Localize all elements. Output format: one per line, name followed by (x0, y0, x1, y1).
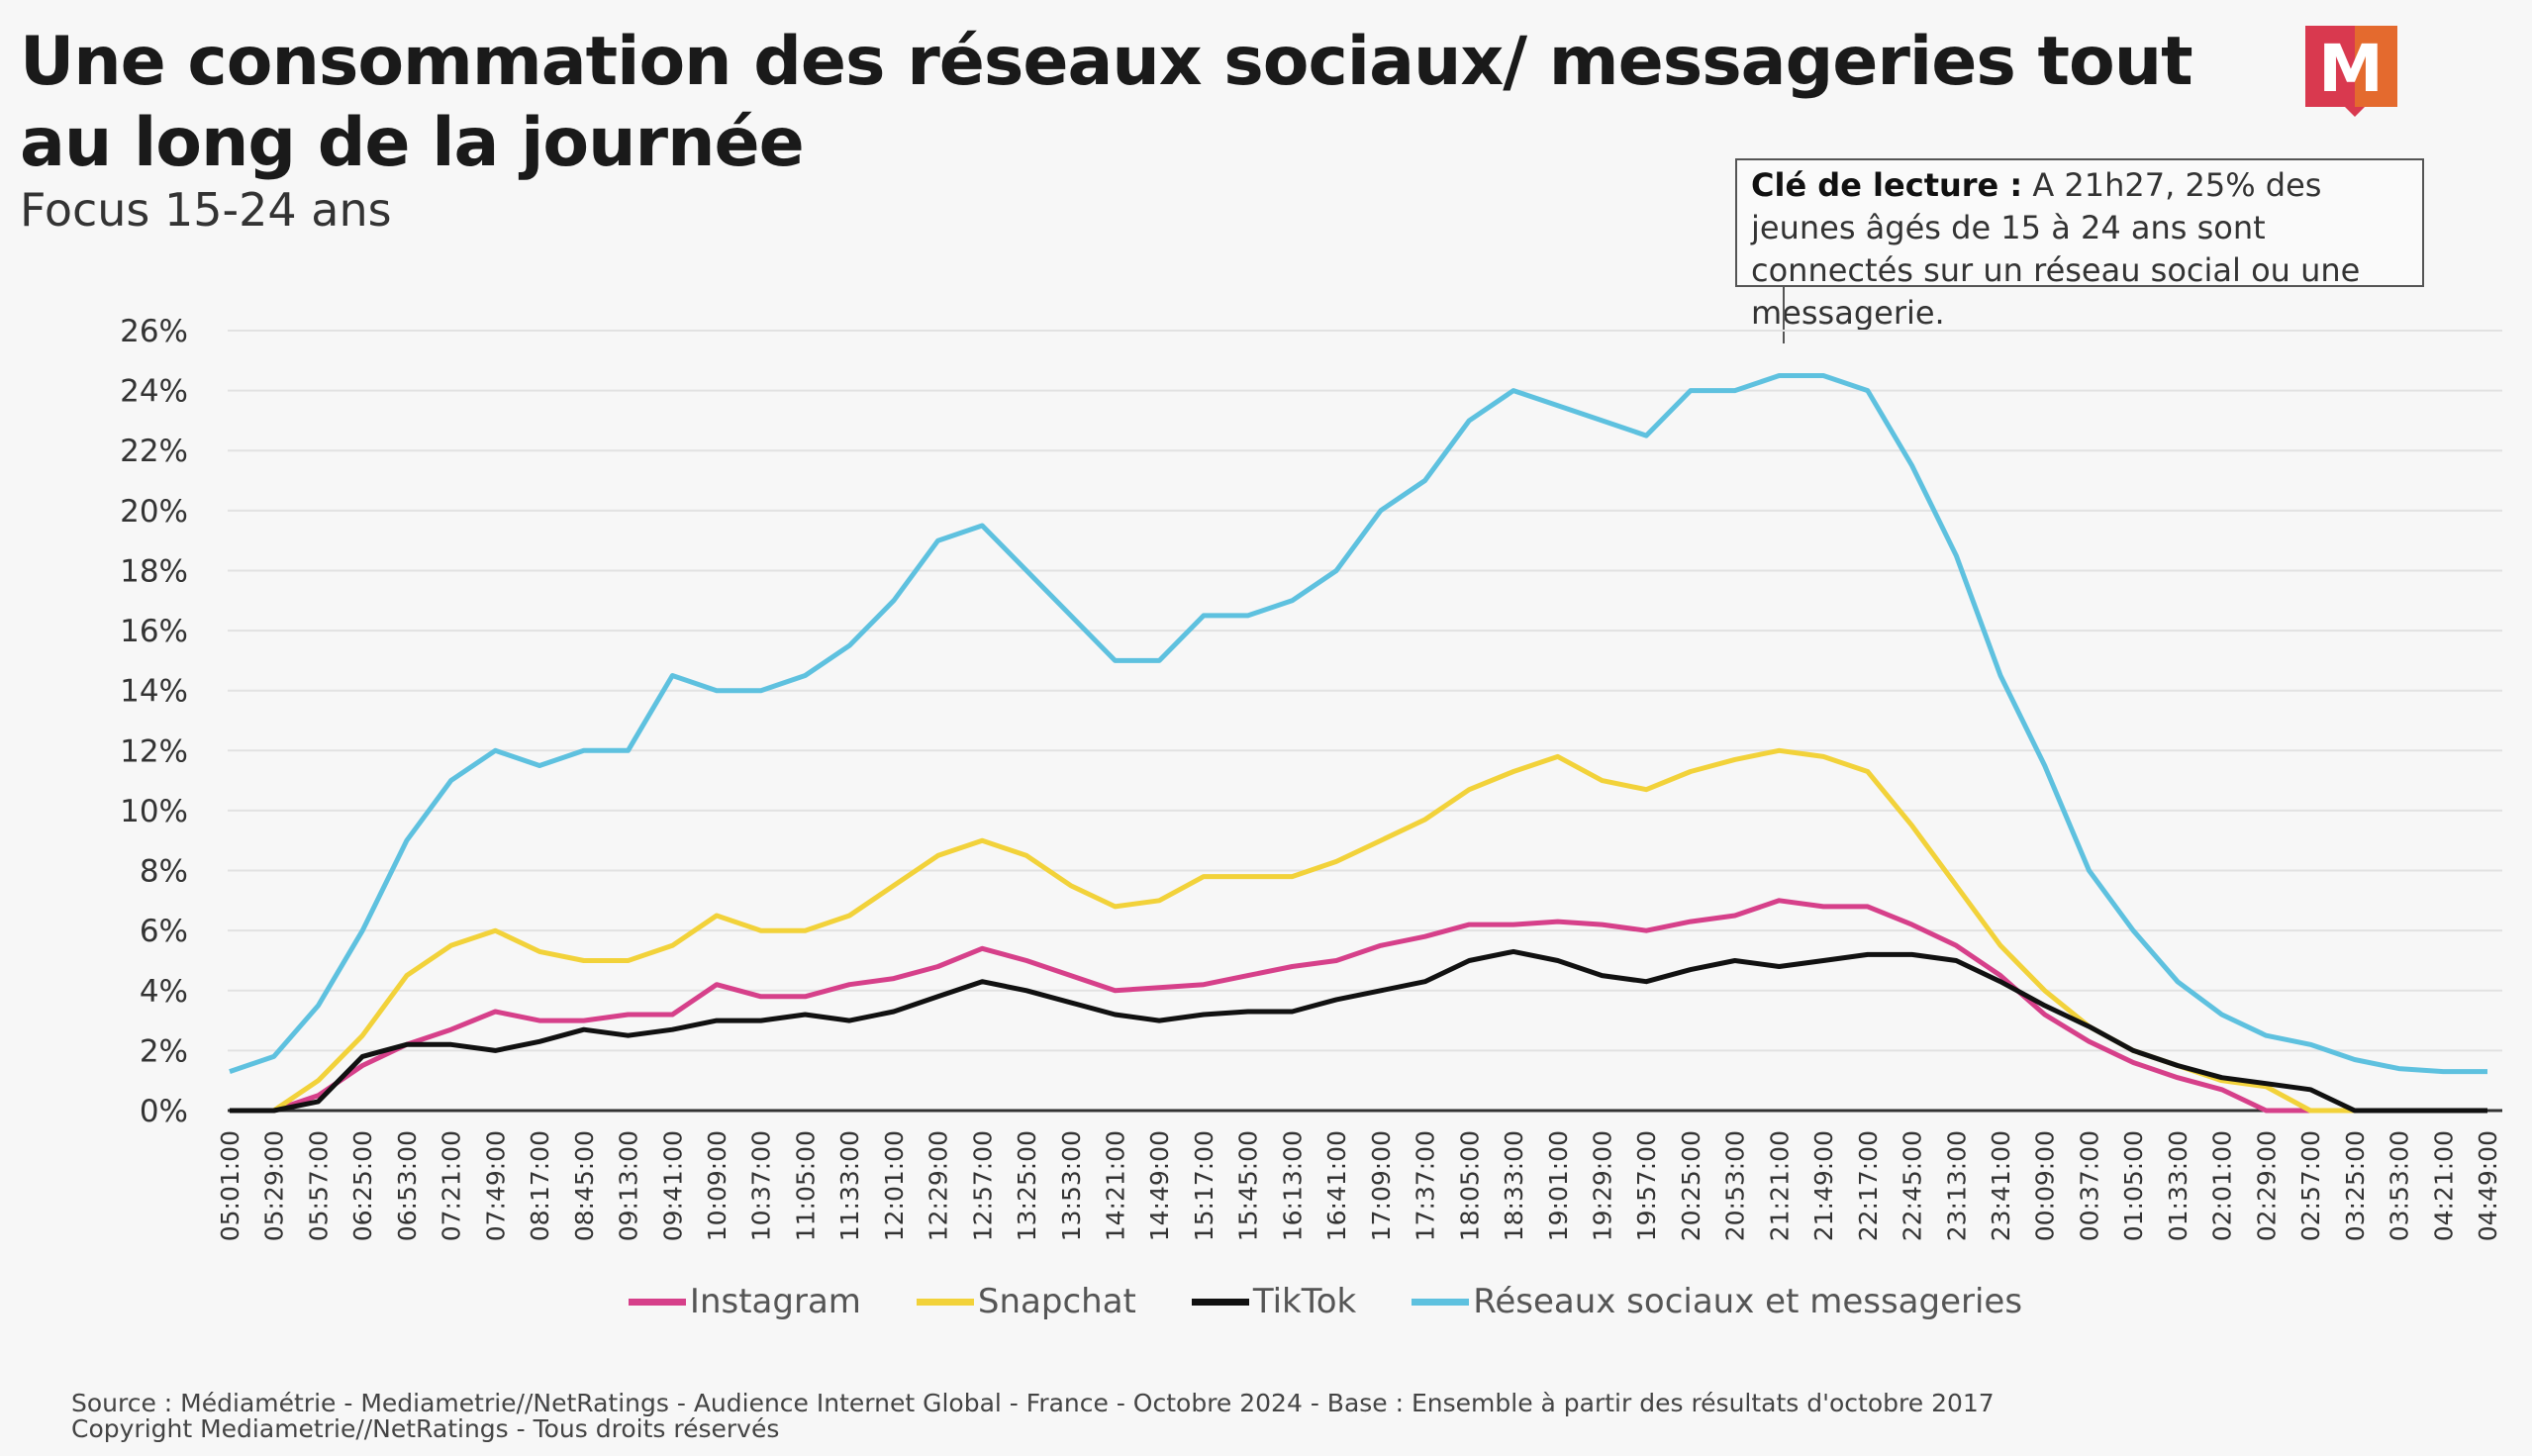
series-line-tiktok (230, 948, 2487, 1114)
x-tick-label: 00:09:00 (2031, 1130, 2060, 1241)
x-tick-label: 17:37:00 (1412, 1130, 1440, 1241)
legend-item-reseaux[interactable]: Réseaux sociaux et messageries (1412, 1282, 2022, 1321)
x-tick-label: 15:45:00 (1234, 1130, 1263, 1241)
x-tick-label: 20:53:00 (1721, 1130, 1750, 1241)
x-tick-label: 23:13:00 (1942, 1130, 1971, 1241)
x-tick-label: 16:13:00 (1278, 1130, 1307, 1241)
legend-item-snapchat[interactable]: Snapchat (916, 1282, 1136, 1321)
x-tick-label: 01:33:00 (2164, 1130, 2192, 1241)
x-tick-label: 05:57:00 (304, 1130, 333, 1241)
y-tick-label: 20% (120, 494, 188, 530)
reading-key-callout: Clé de lecture : A 21h27, 25% des jeunes… (1735, 158, 2424, 332)
page-subtitle: Focus 15-24 ans (20, 183, 392, 237)
x-tick-label: 14:21:00 (1102, 1130, 1130, 1241)
x-tick-label: 12:29:00 (925, 1130, 953, 1241)
callout-label: Clé de lecture : (1751, 166, 2023, 204)
x-tick-label: 17:09:00 (1367, 1130, 1396, 1241)
legend-swatch (1412, 1298, 1470, 1306)
x-tick-label: 07:49:00 (481, 1130, 510, 1241)
x-tick-label: 22:17:00 (1854, 1130, 1883, 1241)
x-tick-label: 09:13:00 (615, 1130, 643, 1241)
page-title: Une consommation des réseaux sociaux/ me… (20, 23, 2193, 182)
x-tick-label: 08:17:00 (526, 1130, 554, 1241)
legend: Instagram Snapchat TikTok Réseaux sociau… (0, 1282, 2532, 1321)
x-tick-label: 13:25:00 (1013, 1130, 1041, 1241)
x-tick-label: 04:21:00 (2429, 1130, 2458, 1241)
legend-label: Instagram (689, 1282, 861, 1321)
x-tick-label: 12:57:00 (968, 1130, 997, 1241)
x-tick-label: 19:29:00 (1588, 1130, 1616, 1241)
x-tick-label: 21:21:00 (1765, 1130, 1794, 1241)
x-tick-label: 02:57:00 (2296, 1130, 2325, 1241)
legend-swatch (1191, 1298, 1249, 1306)
y-tick-label: 0% (140, 1094, 188, 1129)
y-tick-label: 26% (120, 314, 188, 349)
mediametrie-logo: M (2305, 26, 2397, 117)
x-tick-label: 01:05:00 (2119, 1130, 2148, 1241)
x-tick-label: 10:09:00 (703, 1130, 731, 1241)
x-tick-label: 18:33:00 (1500, 1130, 1528, 1241)
x-tick-label: 09:41:00 (658, 1130, 687, 1241)
y-tick-label: 4% (140, 974, 188, 1010)
series-line-r-seaux-sociaux-et-messageries (229, 373, 2487, 1075)
x-tick-label: 06:53:00 (393, 1130, 422, 1241)
x-tick-label: 05:01:00 (216, 1130, 244, 1241)
y-tick-label: 16% (120, 614, 188, 649)
x-tick-label: 06:25:00 (348, 1130, 377, 1241)
x-tick-label: 21:49:00 (1809, 1130, 1838, 1241)
x-tick-label: 14:49:00 (1145, 1130, 1174, 1241)
footer: Source : Médiamétrie - Mediametrie//NetR… (71, 1391, 1995, 1442)
y-tick-label: 24% (120, 374, 188, 410)
y-tick-label: 8% (140, 854, 188, 890)
x-tick-label: 03:25:00 (2341, 1130, 2370, 1241)
y-tick-label: 18% (120, 553, 188, 589)
x-tick-label: 10:37:00 (747, 1130, 776, 1241)
y-tick-label: 10% (120, 794, 188, 829)
x-tick-label: 15:17:00 (1190, 1130, 1218, 1241)
copyright-note: Copyright Mediametrie//NetRatings - Tous… (71, 1414, 780, 1443)
series-line-instagram (230, 898, 2487, 1114)
legend-label: Réseaux sociaux et messageries (1473, 1282, 2023, 1321)
x-tick-label: 11:05:00 (791, 1130, 820, 1241)
x-tick-label: 00:37:00 (2075, 1130, 2103, 1241)
x-tick-label: 05:29:00 (260, 1130, 289, 1241)
legend-label: TikTok (1252, 1282, 1357, 1321)
x-tick-label: 19:57:00 (1632, 1130, 1661, 1241)
y-tick-label: 14% (120, 674, 188, 710)
legend-label: Snapchat (977, 1282, 1136, 1321)
legend-swatch (628, 1298, 686, 1306)
x-tick-label: 02:29:00 (2252, 1130, 2281, 1241)
legend-swatch (916, 1298, 974, 1306)
x-tick-label: 03:53:00 (2386, 1130, 2414, 1241)
svg-text:M: M (2318, 31, 2384, 107)
x-tick-label: 22:45:00 (1899, 1130, 1927, 1241)
x-tick-label: 08:45:00 (570, 1130, 599, 1241)
legend-item-instagram[interactable]: Instagram (628, 1282, 861, 1321)
x-tick-label: 04:49:00 (2474, 1130, 2502, 1241)
x-tick-label: 20:25:00 (1677, 1130, 1705, 1241)
x-tick-label: 07:21:00 (438, 1130, 466, 1241)
callout-text: A 21h27, 25% des jeunes âgés de 15 à 24 … (1751, 166, 2361, 332)
source-note: Source : Médiamétrie - Mediametrie//NetR… (71, 1389, 1995, 1417)
x-tick-label: 16:41:00 (1322, 1130, 1351, 1241)
y-tick-label: 22% (120, 434, 188, 469)
x-tick-label: 23:41:00 (1987, 1130, 2015, 1241)
x-tick-label: 18:05:00 (1455, 1130, 1484, 1241)
y-tick-label: 6% (140, 914, 188, 949)
x-tick-label: 02:01:00 (2208, 1130, 2237, 1241)
legend-item-tiktok[interactable]: TikTok (1191, 1282, 1357, 1321)
y-tick-label: 2% (140, 1033, 188, 1069)
y-tick-label: 12% (120, 733, 188, 769)
x-tick-label: 12:01:00 (880, 1130, 909, 1241)
x-tick-label: 11:33:00 (835, 1130, 864, 1241)
x-tick-label: 13:53:00 (1057, 1130, 1086, 1241)
x-tick-label: 19:01:00 (1544, 1130, 1573, 1241)
